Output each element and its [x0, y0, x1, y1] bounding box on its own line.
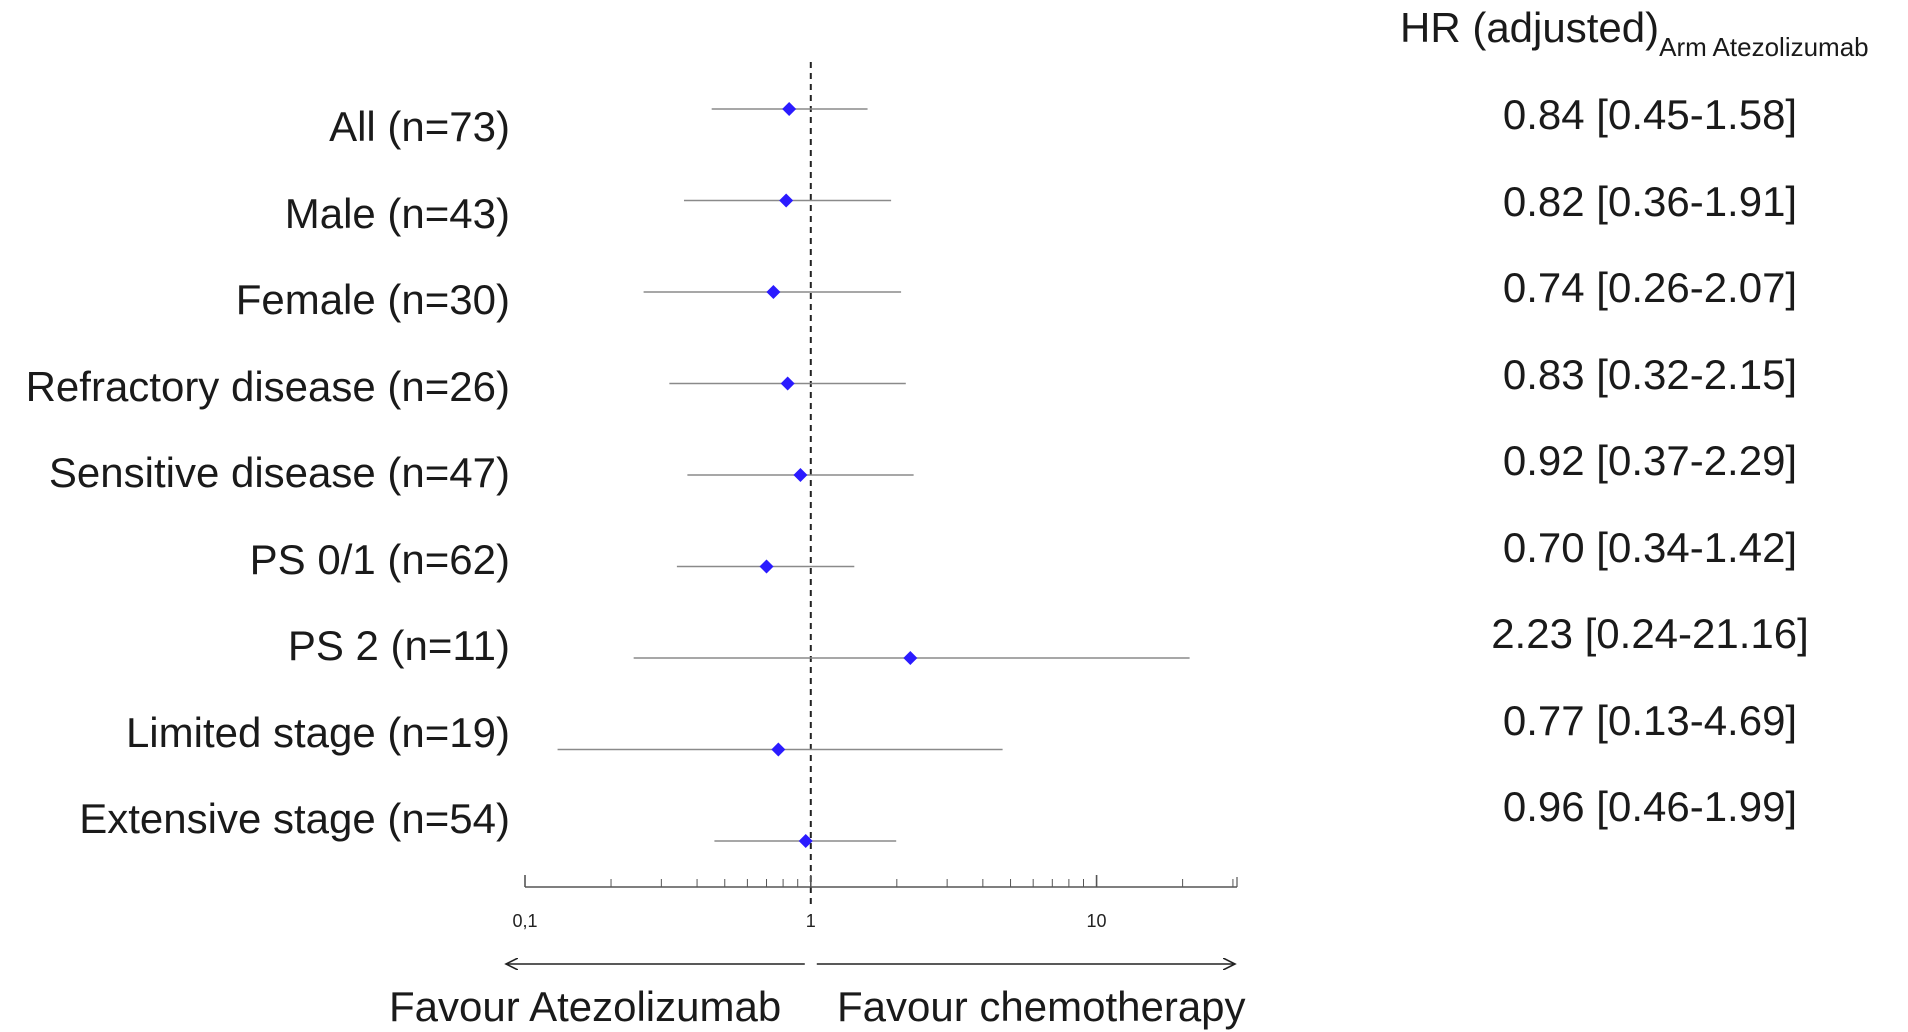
hr-point [782, 102, 797, 116]
hr-value-text: 0.82 [0.36-1.91] [1502, 177, 1798, 225]
hr-value-text: 0.92 [0.37-2.29] [1502, 437, 1798, 484]
hr-point [779, 193, 794, 208]
row-label: Limited stage (n=19) [125, 708, 510, 756]
hr-header-sub: Arm Atezolizumab [1659, 32, 1869, 62]
row-label: Male (n=43) [284, 189, 510, 237]
x-tick-label: 10 [1087, 911, 1107, 931]
hr-value-text: 0.84 [0.45-1.58] [1502, 91, 1798, 138]
hr-value-text: 0.74 [0.26-2.07] [1502, 264, 1798, 311]
x-tick-label: 0,1 [512, 911, 537, 931]
hr-point [793, 468, 808, 482]
hr-point [780, 376, 795, 391]
hr-value-text: 0.83 [0.32-2.15] [1502, 350, 1798, 398]
favour-right-label: Favour chemotherapy [837, 983, 1246, 1030]
hr-point [771, 742, 786, 757]
hr-point [903, 651, 918, 665]
hr-column-header: HR (adjusted)Arm Atezolizumab [1400, 0, 1869, 75]
hr-value-text: 2.23 [0.24-21.16] [1491, 610, 1809, 657]
row-label: PS 0/1 (n=62) [249, 535, 510, 583]
hr-value-text: 0.70 [0.34-1.42] [1502, 523, 1798, 571]
row-label: All (n=73) [329, 103, 510, 150]
hr-header-main: HR (adjusted) [1400, 4, 1660, 51]
row-label: PS 2 (n=11) [287, 622, 510, 669]
hr-point [759, 559, 774, 574]
hr-value-text: 0.77 [0.13-4.69] [1502, 696, 1798, 744]
x-tick-label: 1 [806, 911, 816, 931]
hr-point [798, 834, 813, 848]
hr-value-text: 0.96 [0.46-1.99] [1502, 783, 1798, 830]
row-label: Female (n=30) [235, 276, 510, 323]
row-label: Sensitive disease (n=47) [48, 449, 510, 496]
row-label: Extensive stage (n=54) [79, 795, 510, 842]
favour-left-label: Favour Atezolizumab [389, 983, 782, 1030]
row-label: Refractory disease (n=26) [25, 362, 510, 410]
hr-point [766, 285, 781, 299]
plot-area: 0,1 1 10 [506, 62, 1238, 964]
